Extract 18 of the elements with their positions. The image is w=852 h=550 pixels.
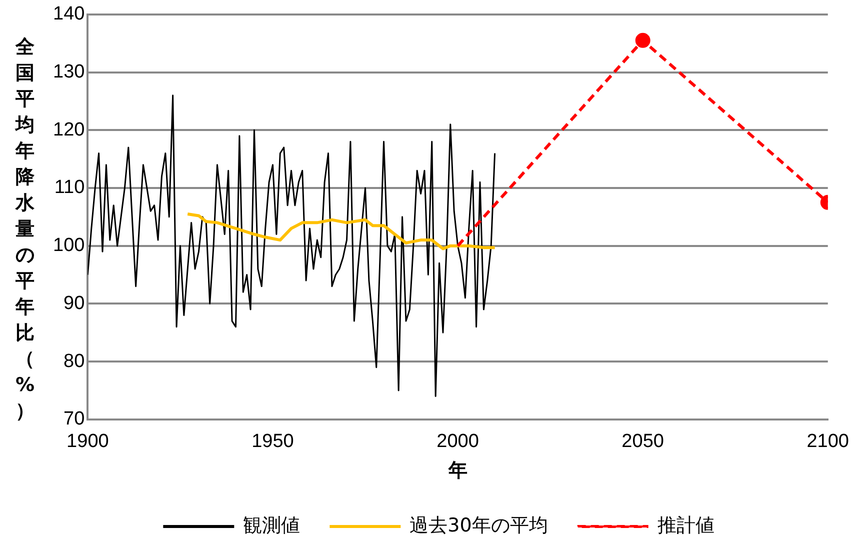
x-tick-label: 2050 bbox=[622, 431, 664, 452]
y-tick-label: 120 bbox=[53, 119, 85, 140]
x-tick-label: 2000 bbox=[436, 431, 479, 452]
text: 全国平均年降水量の平年比（%） bbox=[15, 36, 35, 422]
x-tick-label: 2100 bbox=[806, 431, 850, 452]
legend-label: 観測値 bbox=[243, 514, 300, 536]
x-tick-label: 1950 bbox=[252, 431, 294, 452]
y-tick-label: 100 bbox=[53, 235, 85, 256]
y-tick-label: 90 bbox=[64, 292, 85, 314]
y-tick-label: 140 bbox=[53, 4, 85, 25]
legend-label: 過去30年の平均 bbox=[410, 514, 548, 536]
y-tick-label: 130 bbox=[53, 61, 85, 82]
legend-label: 推計値 bbox=[657, 514, 714, 536]
x-tick-label: 1900 bbox=[66, 431, 109, 452]
y-tick-label: 80 bbox=[64, 350, 85, 372]
x-axis-title: 年 bbox=[447, 460, 468, 482]
y-tick-label: 70 bbox=[64, 408, 85, 430]
y-tick-label: 110 bbox=[54, 177, 85, 198]
